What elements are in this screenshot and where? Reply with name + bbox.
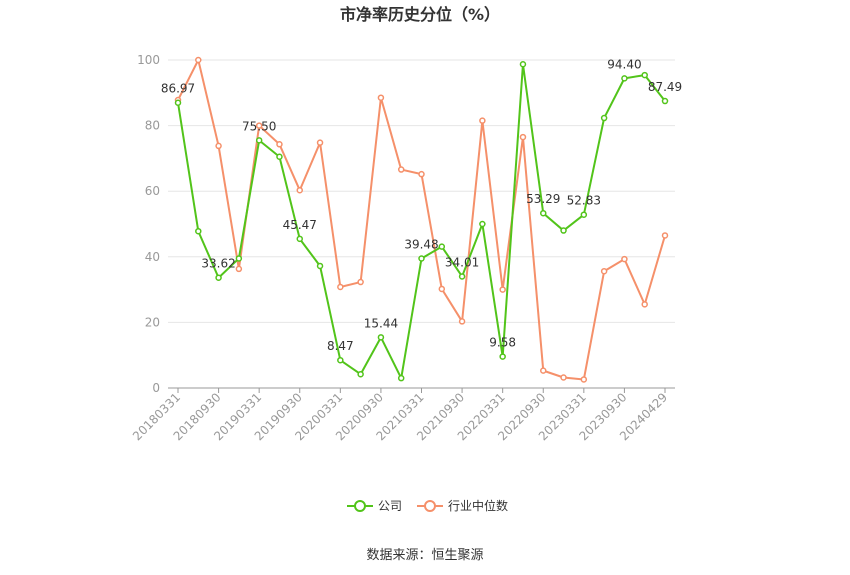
y-tick-label: 100: [137, 53, 160, 67]
data-label: 53.29: [526, 192, 560, 206]
data-point: [337, 283, 344, 291]
y-tick-label: 60: [145, 184, 160, 198]
data-point: [661, 97, 669, 105]
data-point: [479, 117, 486, 124]
data-point: [215, 274, 222, 281]
data-point: [621, 75, 628, 82]
data-point: [174, 99, 182, 106]
data-label: 86.97: [161, 82, 195, 96]
data-point: [458, 273, 466, 280]
legend-item-industry-median[interactable]: 行业中位数: [417, 498, 508, 513]
data-label: 33.62: [201, 257, 235, 271]
data-point: [519, 133, 527, 141]
data-point: [621, 255, 628, 263]
data-point: [357, 278, 364, 286]
data-point: [255, 122, 263, 129]
data-label: 39.48: [404, 238, 438, 252]
data-point: [337, 356, 344, 364]
data-point: [560, 374, 567, 381]
data-label: 15.44: [364, 316, 398, 330]
data-point: [580, 376, 588, 383]
legend-item-company[interactable]: 公司: [347, 499, 402, 513]
data-point: [540, 367, 547, 374]
data-point: [235, 255, 243, 262]
gridlines: [168, 59, 675, 323]
data-point: [255, 137, 263, 144]
data-point: [296, 235, 303, 243]
data-point: [316, 262, 324, 270]
data-point: [357, 370, 364, 378]
data-point: [316, 139, 324, 146]
data-point: [296, 186, 303, 194]
data-point: [560, 227, 567, 234]
series-layer: [174, 56, 669, 383]
series-industry-median: [174, 56, 669, 383]
y-tick-label: 0: [152, 381, 160, 395]
data-point: [438, 243, 446, 250]
data-source: 数据来源：恒生聚源: [366, 548, 483, 563]
data-label: 34.01: [445, 255, 479, 269]
data-point: [600, 114, 608, 122]
data-point: [235, 265, 243, 273]
data-label: 75.50: [242, 119, 276, 133]
data-point: [641, 71, 648, 79]
legend[interactable]: 公司 行业中位数: [347, 498, 508, 513]
y-tick-label: 40: [145, 250, 160, 264]
data-labels: 86.97 33.62 75.50 45.47 8.47 15.44 39.48 34.01 9…: [161, 57, 682, 353]
y-tick-label: 80: [145, 119, 160, 133]
data-label: 52.83: [567, 194, 601, 208]
data-point: [215, 142, 222, 150]
data-point: [276, 141, 283, 148]
data-label: 8.47: [327, 339, 354, 353]
legend-label: 公司: [378, 499, 402, 513]
data-point: [377, 94, 385, 101]
data-point: [479, 220, 486, 228]
chart-title: 市净率历史分位（%）: [340, 5, 500, 24]
data-point: [540, 209, 547, 217]
series-line: [177, 59, 666, 381]
data-point: [580, 211, 588, 218]
data-point: [397, 374, 405, 382]
data-point: [499, 286, 506, 293]
data-point: [418, 255, 425, 262]
series-company: [174, 61, 669, 382]
data-point: [195, 227, 202, 235]
data-point: [661, 232, 669, 239]
data-point: [458, 318, 466, 325]
legend-marker: [424, 500, 436, 512]
data-point: [195, 56, 202, 64]
data-point: [397, 166, 405, 173]
data-point: [438, 285, 446, 293]
data-point: [418, 170, 425, 178]
axes: 0204060801002018033120180930201903312019…: [130, 53, 675, 443]
data-point: [276, 153, 283, 161]
data-point: [519, 61, 527, 68]
legend-marker: [354, 500, 366, 512]
data-point: [377, 334, 385, 341]
data-point: [499, 353, 506, 360]
legend-label: 行业中位数: [448, 498, 508, 513]
data-point: [641, 301, 648, 308]
data-point: [600, 267, 608, 275]
data-label: 87.49: [648, 80, 682, 94]
data-label: 45.47: [283, 218, 317, 232]
data-label: 9.58: [489, 336, 516, 350]
data-label: 94.40: [607, 57, 641, 71]
y-tick-label: 20: [145, 315, 160, 329]
